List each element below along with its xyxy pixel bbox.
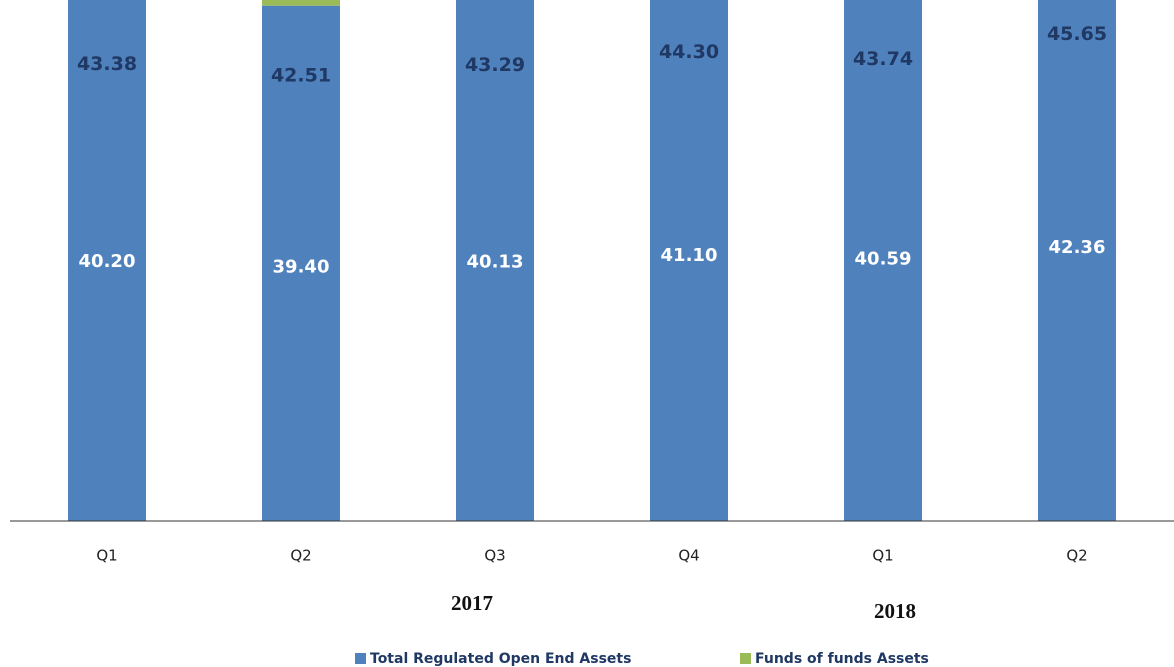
x-tick-label: Q4 [678, 547, 699, 565]
x-tick-label: Q2 [1066, 547, 1087, 565]
total-label: 44.30 [659, 41, 719, 63]
segment-label: 40.13 [467, 252, 524, 273]
group-label: 2017 [451, 591, 493, 615]
segment-label: 40.59 [855, 249, 912, 270]
bar-segment [456, 0, 534, 521]
bar-segment [650, 0, 728, 522]
x-tick-label: Q1 [872, 547, 893, 565]
total-label: 43.29 [465, 54, 525, 76]
total-label: 42.51 [271, 64, 331, 86]
legend-swatch [740, 653, 751, 664]
x-tick-label: Q3 [484, 547, 505, 565]
legend-swatch [355, 653, 366, 664]
bar-segment [262, 0, 340, 6]
total-label: 43.38 [77, 53, 137, 75]
group-label: 2018 [874, 599, 916, 623]
legend-label: Funds of funds Assets [755, 651, 929, 667]
total-label: 43.74 [853, 48, 913, 70]
segment-label: 39.40 [273, 256, 330, 277]
segment-label: 41.10 [661, 245, 718, 266]
x-tick-label: Q1 [96, 547, 117, 565]
legend-label: Total Regulated Open End Assets [370, 651, 631, 667]
bar-segment [68, 0, 146, 521]
x-tick-label: Q2 [290, 547, 311, 565]
bar-segment [262, 5, 340, 522]
bar-segment [1038, 0, 1116, 522]
total-label: 45.65 [1047, 23, 1107, 45]
segment-label: 40.20 [79, 251, 136, 272]
bar-segment [844, 0, 922, 521]
segment-label: 42.36 [1049, 237, 1106, 258]
